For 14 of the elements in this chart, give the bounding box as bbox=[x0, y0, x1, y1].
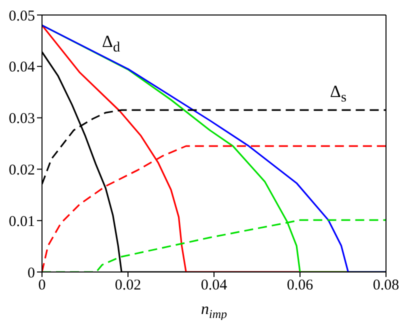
x-tick-label: 0 bbox=[38, 278, 46, 294]
y-tick-label: 0.04 bbox=[8, 60, 36, 76]
y-tick-label: 0.02 bbox=[8, 162, 35, 179]
x-tick-label: 0.04 bbox=[200, 278, 228, 294]
annotation: Δ$_{s}$ bbox=[330, 82, 346, 108]
x-tick-label: 0.08 bbox=[372, 278, 400, 294]
x-tick-label: 0.02 bbox=[114, 278, 142, 294]
y-tick-label: 0 bbox=[28, 265, 35, 282]
x-axis-title: n$_{imp}$ bbox=[201, 301, 227, 321]
x-tick-label: 0.06 bbox=[286, 278, 314, 294]
annotation: Δ$_{d}$ bbox=[102, 32, 120, 58]
y-tick-label: 0.05 bbox=[8, 8, 35, 24]
y-tick-label: 0.01 bbox=[8, 214, 35, 230]
y-tick-label: 0.03 bbox=[8, 111, 35, 128]
